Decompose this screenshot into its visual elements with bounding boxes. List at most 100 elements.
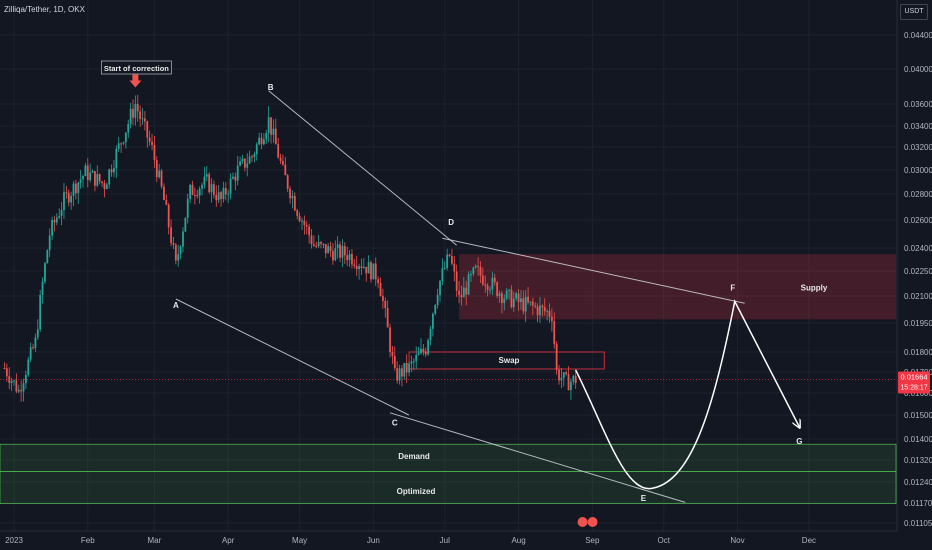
candle-body [401, 368, 403, 377]
x-tick-label: Apr [222, 536, 235, 545]
candle-body [462, 287, 465, 298]
candle-body [177, 254, 180, 261]
trendline-ac [175, 298, 410, 416]
candle-body [460, 294, 463, 298]
candle-body [120, 143, 122, 145]
candle-body [196, 195, 199, 197]
candle-body [220, 192, 222, 199]
trendline-ce [389, 412, 686, 503]
price-axis[interactable]: 0.04400 0.04000 0.03600 0.03400 0.03200 0.030… [898, 31, 932, 528]
point-label-b: B [268, 83, 274, 92]
candle-body [370, 262, 372, 280]
candle-body [232, 176, 234, 179]
point-label-f: F [730, 283, 735, 292]
candle-body [355, 266, 358, 270]
candle-body [384, 300, 387, 309]
candle-body [84, 165, 87, 177]
y-tick-label: 0.01500 [904, 411, 932, 420]
candle-body [517, 293, 520, 302]
candle-body [424, 351, 427, 355]
candle-body [25, 374, 27, 384]
candle-body [167, 204, 170, 228]
candle-body [491, 277, 494, 290]
candle-body [546, 310, 549, 312]
candle-body [336, 244, 339, 249]
optimized-label: Optimized [397, 487, 436, 496]
currency-button[interactable]: USDT [900, 4, 928, 20]
x-tick-label: Feb [81, 536, 95, 545]
candle-body [379, 283, 382, 297]
candle-body [34, 337, 37, 349]
y-tick-label: 0.01950 [904, 319, 932, 328]
candle-body [405, 362, 408, 373]
candle-body [72, 183, 75, 196]
candle-body [536, 306, 539, 316]
candle-body [360, 266, 363, 268]
x-tick-label: 2023 [5, 536, 23, 545]
symbol-title: Zilliqa/Tether, 1D, OKX [4, 5, 85, 14]
candle-body [312, 244, 315, 246]
candle-body [565, 372, 568, 375]
candle-body [560, 377, 563, 381]
candle-body [79, 179, 82, 183]
candle-body [486, 285, 489, 290]
candle-body [417, 353, 420, 356]
candle-body [243, 158, 246, 168]
candle-body [279, 157, 282, 161]
x-tick-label: Aug [511, 536, 525, 545]
candle-body [503, 298, 506, 304]
candle-body [550, 316, 553, 322]
candle-body [501, 293, 503, 304]
candle-body [203, 176, 206, 185]
candle-body [198, 188, 201, 196]
demand-label: Demand [398, 452, 430, 461]
candle-body [22, 383, 25, 392]
price-badge-countdown: 15:28:17 [900, 385, 927, 392]
trendline-df [442, 237, 745, 304]
candle-body [265, 133, 268, 140]
candle-body [270, 117, 272, 135]
time-axis[interactable]: 2023 Feb Mar Apr May Jun Jul Aug Sep Oct Nov Dec [5, 536, 816, 545]
candle-body [115, 148, 118, 169]
zone-swap [408, 351, 605, 370]
candle-body [446, 254, 449, 268]
candle-body [110, 169, 113, 173]
candle-body [94, 171, 96, 186]
candle-body [10, 380, 13, 383]
candle-body [15, 380, 18, 392]
candle-body [324, 244, 327, 254]
labels-layer: Start of correction A B C D E F G Supply Swap Dema… [101, 60, 828, 527]
candle-body [531, 301, 534, 306]
y-tick-label: 0.02250 [904, 267, 932, 276]
candle-body [191, 184, 194, 196]
swap-label: Swap [499, 356, 520, 365]
candle-body [124, 132, 127, 143]
candle-body [301, 220, 303, 222]
candle-body [522, 298, 525, 312]
candle-body [89, 172, 92, 181]
candle-body [86, 165, 89, 181]
candle-body [474, 265, 477, 268]
trendline-bd [268, 90, 457, 246]
candle-body [570, 381, 572, 391]
candle-body [179, 246, 182, 255]
candle-body [96, 174, 99, 186]
point-label-g: G [796, 437, 802, 446]
candle-body [505, 290, 508, 299]
candle-body [184, 217, 187, 232]
candle-body [170, 227, 172, 244]
x-tick-label: Jun [367, 536, 380, 545]
candle-body [443, 267, 446, 269]
candle-body [153, 144, 156, 161]
candle-body [458, 290, 460, 295]
candle-body [365, 266, 368, 274]
candle-body [17, 389, 20, 392]
candle-body [208, 174, 211, 193]
candle-body [334, 248, 337, 261]
candle-body [348, 254, 351, 261]
candle-body [451, 255, 453, 264]
candle-body [329, 246, 332, 252]
candle-body [253, 154, 256, 157]
candle-body [146, 121, 149, 138]
